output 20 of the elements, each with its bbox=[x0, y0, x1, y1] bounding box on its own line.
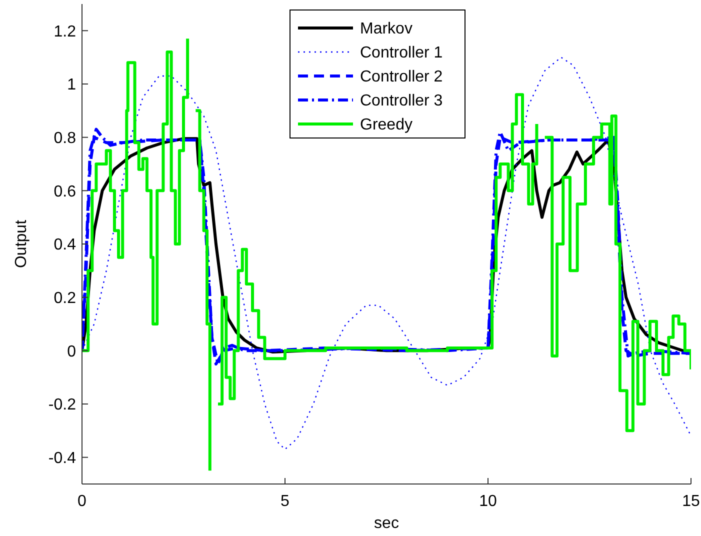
y-tick-label: -0.4 bbox=[48, 450, 76, 467]
y-tick-label: 0.2 bbox=[54, 290, 76, 307]
legend-label: Controller 3 bbox=[360, 92, 443, 110]
legend-label: Greedy bbox=[360, 116, 412, 134]
x-tick-label: 5 bbox=[280, 493, 290, 510]
y-tick-label: 0.4 bbox=[54, 236, 76, 254]
y-tick-label: 1 bbox=[67, 76, 76, 94]
y-tick-label: 1.2 bbox=[54, 23, 76, 40]
y-tick-label: 0.8 bbox=[54, 130, 76, 147]
y-tick-label: -0.2 bbox=[48, 396, 76, 414]
x-tick-label: 0 bbox=[78, 493, 87, 510]
legend-label: Markov bbox=[360, 20, 412, 38]
y-tick-label: 0.6 bbox=[54, 183, 76, 200]
x-tick-label: 15 bbox=[682, 493, 700, 510]
legend-label: Controller 1 bbox=[360, 44, 443, 62]
legend-label: Controller 2 bbox=[360, 68, 443, 86]
x-tick-label: 10 bbox=[479, 493, 497, 510]
y-axis-title: Output bbox=[13, 219, 30, 268]
y-tick-label: 0 bbox=[67, 343, 76, 360]
x-axis-title: sec bbox=[374, 515, 399, 532]
